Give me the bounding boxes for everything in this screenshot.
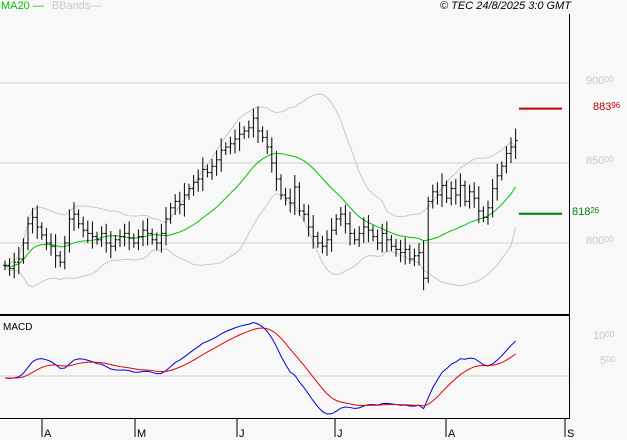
legend: MA20 — BBands— xyxy=(1,0,101,12)
macd-tick-label: 500 xyxy=(600,355,616,367)
month-label: J xyxy=(337,428,343,440)
macd-signal-line xyxy=(4,327,516,407)
month-label: S xyxy=(567,428,574,440)
upper-band-value: 88396 xyxy=(593,100,621,113)
macd-tick-label: 1000 xyxy=(593,330,615,342)
month-label: A xyxy=(448,428,456,440)
price-tick-label: 90000 xyxy=(586,75,614,87)
month-label: J xyxy=(239,428,245,440)
macd-line xyxy=(4,321,516,415)
macd-label: MACD xyxy=(3,322,33,333)
price-tick-label: 85000 xyxy=(586,155,614,167)
legend-bbands: BBands— xyxy=(51,0,102,12)
ma20-line xyxy=(4,152,517,268)
bband-upper xyxy=(4,93,516,266)
ma20-value: 81826 xyxy=(572,205,600,218)
month-label: M xyxy=(137,428,146,440)
month-label: A xyxy=(44,428,52,440)
legend-ma20: MA20 — xyxy=(1,0,44,12)
bband-lower xyxy=(4,193,517,288)
price-tick-label: 80000 xyxy=(586,235,614,247)
copyright: © TEC 24/8/2025 3:0 GMT xyxy=(440,0,571,12)
